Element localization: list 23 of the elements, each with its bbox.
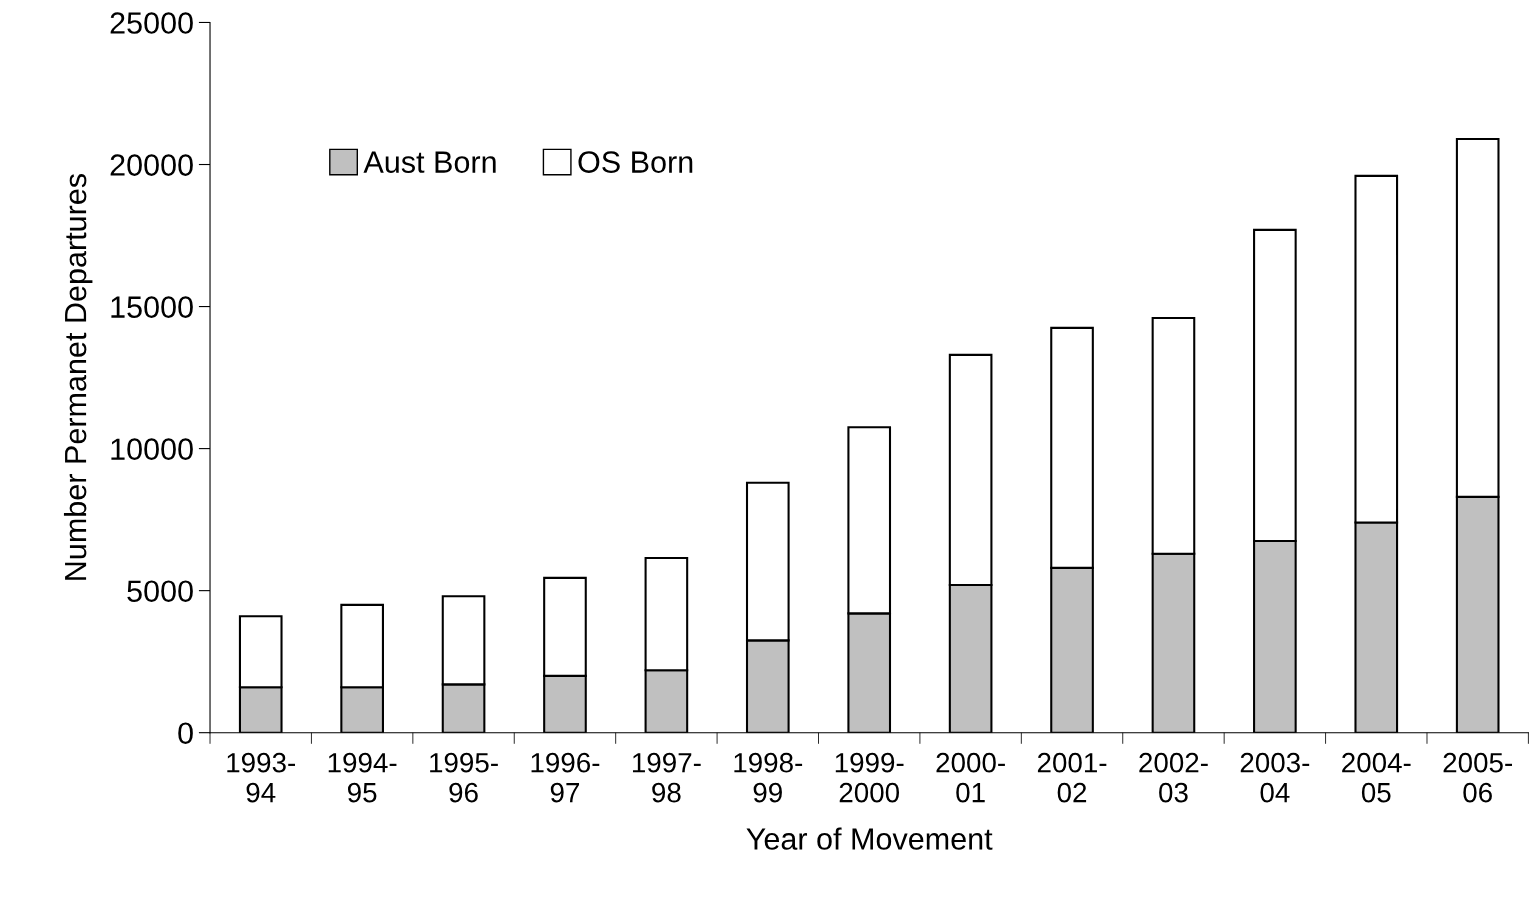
x-tick-label: 1995- 96 [430,752,498,803]
x-tick-label: 2001- 02 [1037,752,1107,803]
x-tick-label: 1997- 98 [632,752,701,803]
x-tick-label: 2000- 01 [936,752,1005,803]
y-axis-title: Number Permanet Departures [63,174,93,580]
y-tick-label: 15000 [111,296,193,318]
legend-label: Aust Born [363,151,496,173]
x-tick-label: 2003- 04 [1240,752,1310,803]
y-tick-label: 25000 [110,12,193,34]
x-tick-label: 1998- 99 [734,752,803,803]
x-tick-label: 1994- 95 [328,752,397,803]
y-tick-label: 10000 [111,438,193,460]
x-tick-label: 2005- 06 [1443,752,1512,803]
x-tick-label: 1993- 94 [227,752,296,803]
x-axis-title: Year of Movement [746,827,993,850]
y-tick-label: 0 [178,722,193,745]
y-tick-label: 20000 [110,154,193,176]
x-tick-label: 2004- 05 [1342,752,1411,803]
y-tick-label: 5000 [127,580,193,603]
x-tick-label: 2002- 03 [1139,752,1208,803]
x-tick-label: 1999- 2000 [835,752,904,803]
x-tick-label: 1996- 97 [531,752,600,803]
legend-label: OS Born [578,151,693,173]
